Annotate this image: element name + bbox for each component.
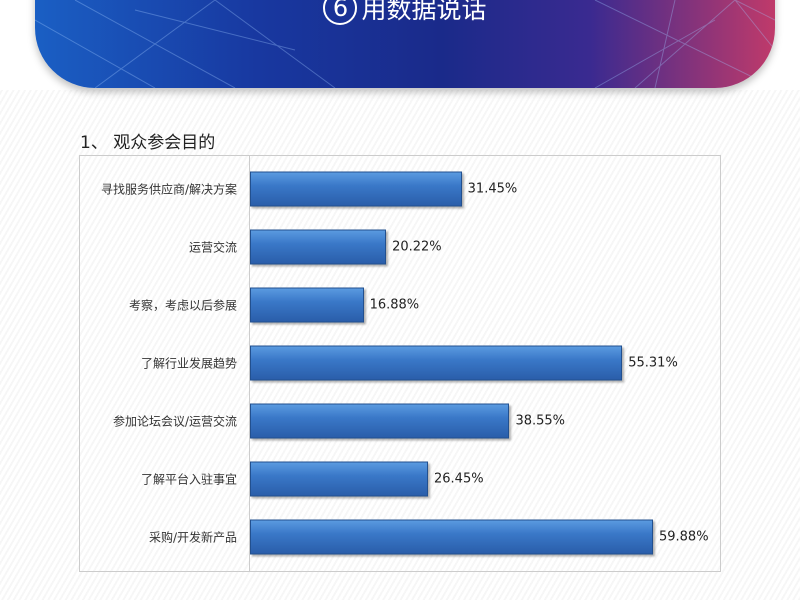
- data-label: 20.22%: [392, 239, 442, 255]
- section-title: 1、 观众参会目的: [80, 133, 216, 153]
- category-label: 考察，考虑以后参展: [128, 298, 237, 313]
- bar: [250, 403, 510, 439]
- data-label: 55.31%: [628, 355, 678, 371]
- category-label: 了解行业发展趋势: [140, 356, 237, 371]
- data-label: 38.55%: [515, 413, 566, 429]
- header-banner: 6 用数据说话: [35, 0, 775, 88]
- bar: [250, 345, 623, 381]
- data-label: 59.88%: [658, 529, 709, 545]
- category-label: 参加论坛会议/运营交流: [112, 414, 237, 429]
- bar: [250, 171, 462, 207]
- network-lines-decoration: [35, 0, 775, 88]
- number-badge: 6: [323, 0, 358, 25]
- category-label: 运营交流: [188, 240, 237, 255]
- data-label: 26.45%: [434, 471, 484, 487]
- banner-title: 用数据说话: [361, 0, 487, 24]
- category-label: 了解平台入驻事宜: [140, 472, 237, 487]
- bar: [250, 229, 387, 265]
- bar: [250, 461, 428, 497]
- bar: [250, 287, 364, 323]
- data-label: 31.45%: [467, 181, 518, 197]
- category-label: 寻找服务供应商/解决方案: [100, 182, 237, 197]
- category-axis: [249, 156, 250, 571]
- category-label: 采购/开发新产品: [148, 530, 237, 545]
- data-label: 16.88%: [369, 297, 420, 313]
- bar: [250, 519, 653, 555]
- chart-frame: [79, 155, 721, 572]
